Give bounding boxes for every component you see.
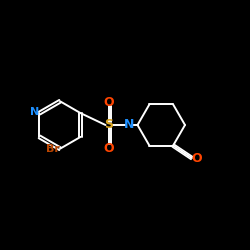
Text: O: O [104, 96, 114, 108]
Text: N: N [124, 118, 134, 132]
Text: Br: Br [46, 144, 60, 154]
Text: S: S [104, 118, 113, 132]
Text: O: O [104, 142, 114, 154]
Text: N: N [30, 107, 40, 117]
Text: O: O [191, 152, 202, 164]
